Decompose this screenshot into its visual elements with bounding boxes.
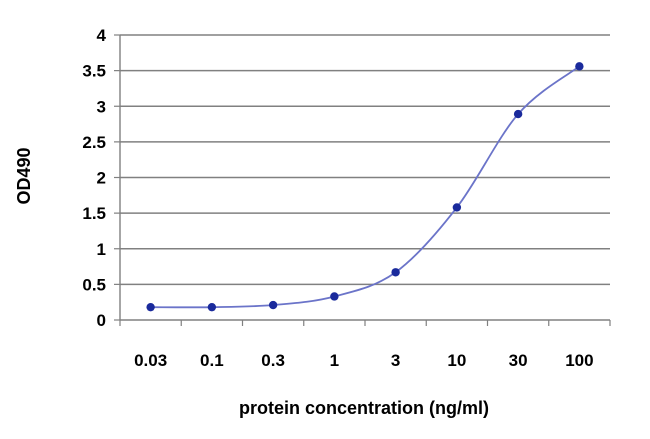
y-tick-label: 3.5 [82, 62, 106, 81]
y-tick-label: 0 [97, 311, 106, 330]
x-tick-label: 3 [391, 351, 400, 370]
series-line-0 [150, 65, 580, 309]
data-point [452, 203, 462, 212]
x-tick-label: 100 [565, 351, 593, 370]
x-tick-label: 1 [330, 351, 339, 370]
y-tick-label: 4 [97, 26, 107, 45]
y-tick-label: 2 [97, 169, 106, 188]
x-tick-label: 0.1 [200, 351, 224, 370]
y-tick-label: 1 [97, 240, 106, 259]
y-tick-label: 0.5 [82, 275, 106, 294]
y-axis-title: OD490 [14, 147, 34, 204]
x-tick-label: 0.03 [134, 351, 167, 370]
data-point [513, 109, 523, 119]
data-point [330, 292, 339, 301]
x-tick-labels: 0.03 0.1 0.3 1 3 10 30 100 [134, 351, 593, 370]
y-tick-labels: 0 0.5 1 1.5 2 2.5 3 3.5 4 [82, 26, 106, 330]
data-point [391, 268, 400, 277]
x-tick-label: 10 [447, 351, 466, 370]
x-tick-label: 30 [509, 351, 528, 370]
x-axis-title: protein concentration (ng/ml) [239, 398, 489, 418]
data-point [268, 300, 278, 310]
x-tick-label: 0.3 [261, 351, 285, 370]
y-tick-label: 1.5 [82, 204, 106, 223]
y-tick-label: 3 [97, 97, 106, 116]
data-point [575, 62, 584, 71]
data-point [146, 302, 155, 312]
y-tick-label: 2.5 [82, 133, 106, 152]
axes [114, 34, 611, 326]
data-point [207, 302, 217, 312]
gridlines [120, 34, 610, 286]
series [146, 62, 584, 312]
